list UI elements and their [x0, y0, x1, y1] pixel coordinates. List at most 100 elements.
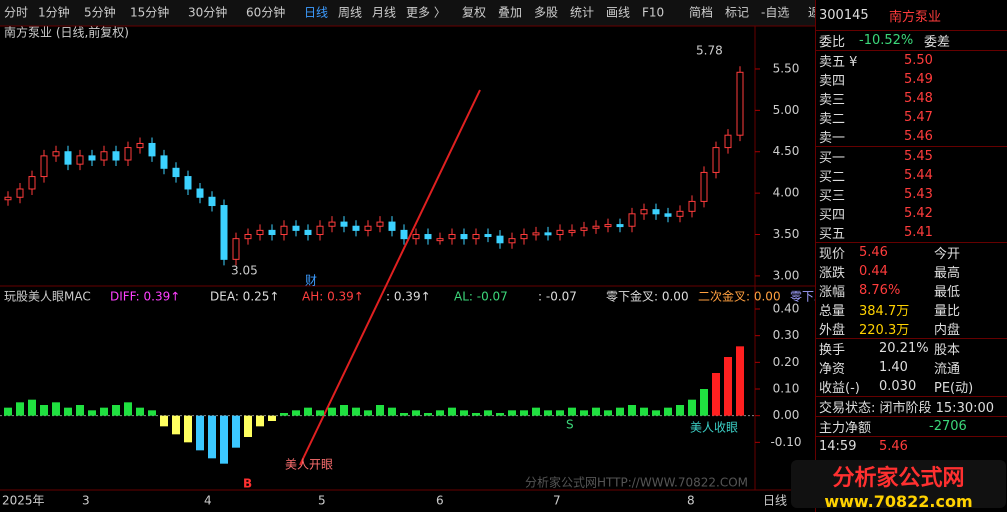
y-tick-label: -0.10 [770, 435, 801, 449]
toolbar-button[interactable]: 画线 [606, 6, 630, 20]
field: 买三 [819, 189, 846, 204]
field: 最低 [934, 285, 961, 300]
indicator-legend: DEA: 0.25↑ [210, 290, 279, 304]
candle [172, 167, 180, 178]
histogram-bar [412, 410, 420, 416]
field: 卖一 [819, 131, 846, 146]
quote-row: 买一 5.45 [816, 146, 1007, 166]
field: 5.48 [904, 91, 933, 106]
histogram-bar [328, 407, 336, 416]
candle [136, 142, 144, 149]
toolbar-button[interactable]: -自选 [761, 6, 789, 20]
y-tick-label: 0.30 [773, 328, 800, 342]
toolbar-button[interactable]: 叠加 [498, 6, 522, 20]
field: 买五 [819, 227, 846, 242]
quote-row: 主力净额 -2706 [816, 416, 1007, 436]
histogram-bar [484, 410, 492, 416]
quote-row: 买二 5.44 [816, 166, 1007, 185]
quote-row: 总量 384.7万 量比 [816, 300, 1007, 319]
quote-row: 外盘 220.3万 内盘 [816, 319, 1007, 338]
histogram-bar [388, 407, 396, 416]
field: 卖二 [819, 112, 846, 127]
toolbar-button[interactable]: 周线 [338, 6, 362, 20]
toolbar-button[interactable]: 月线 [372, 6, 396, 20]
annotation: 美人收眼 [690, 421, 738, 435]
histogram-bar [160, 415, 168, 427]
x-tick-label: 7 [553, 494, 561, 508]
candle [184, 176, 192, 190]
field: -10.52% [859, 33, 914, 48]
field: 5.47 [904, 110, 933, 125]
toolbar-button[interactable]: 复权 [462, 6, 486, 20]
histogram-bar [544, 410, 552, 416]
candle [616, 224, 624, 228]
candle [472, 234, 480, 240]
toolbar-button[interactable]: 5分钟 [84, 5, 116, 20]
y-tick-label: 0.20 [773, 355, 800, 369]
toolbar-button[interactable]: 1分钟 [38, 5, 70, 20]
toolbar-button[interactable]: 标记 [725, 6, 749, 20]
quote-row: 买四 5.42 [816, 204, 1007, 223]
field: 净资 [819, 362, 846, 377]
toolbar-button[interactable]: 多股 [534, 6, 558, 20]
toolbar-button[interactable]: 分时 [4, 6, 28, 20]
quote-row: 卖四 5.49 [816, 70, 1007, 89]
annotation: S [566, 418, 574, 432]
event-marker: 财 [305, 274, 317, 288]
candle [592, 225, 600, 229]
histogram-bar [256, 415, 264, 427]
histogram-bar [688, 399, 696, 416]
histogram-bar [736, 346, 744, 416]
toolbar [0, 0, 815, 26]
candle [352, 225, 360, 231]
candle [196, 188, 204, 198]
histogram-bar [88, 410, 96, 416]
candle [376, 221, 384, 227]
field: 5.45 [904, 149, 933, 164]
quote-row: 收益(-) 0.030 PE(动) [816, 377, 1007, 396]
toolbar-button[interactable]: 30分钟 [188, 5, 227, 20]
field: 量比 [934, 304, 961, 319]
toolbar-button[interactable]: 日线 [304, 6, 328, 20]
field: 卖四 [819, 74, 846, 89]
toolbar-button[interactable]: 统计 [570, 6, 594, 20]
candle [604, 224, 612, 228]
histogram-bar [52, 402, 60, 416]
histogram-bar [676, 405, 684, 416]
candle [724, 134, 732, 149]
toolbar-button[interactable]: 返回 [808, 6, 815, 20]
candle [712, 147, 720, 173]
toolbar-button[interactable]: 更多 〉 [406, 6, 446, 20]
logo-title: 分析家公式网 [832, 466, 965, 491]
histogram-bar [208, 415, 216, 459]
annotation: 美人开眼 [285, 458, 333, 472]
indicator-legend: : 0.39↑ [386, 290, 431, 304]
field: 20.21% [879, 341, 929, 356]
quote-row: 交易状态: 闭市阶段 15:30:00 [816, 396, 1007, 416]
candle [508, 238, 516, 244]
candle [520, 234, 528, 240]
field: 今开 [934, 247, 961, 262]
candle [544, 232, 552, 236]
toolbar-button[interactable]: F10 [642, 6, 664, 20]
field: 5.43 [904, 187, 933, 202]
toolbar-button[interactable]: 简档 [689, 6, 713, 20]
field: 流通 [934, 362, 961, 377]
candle [568, 229, 576, 233]
field: 股本 [934, 343, 961, 358]
candle [244, 234, 252, 240]
quote-row: 涨跌 0.44 最高 [816, 262, 1007, 281]
y-tick-label: 0.00 [773, 408, 800, 422]
toolbar-button[interactable]: 60分钟 [246, 5, 285, 20]
field: 内盘 [934, 323, 961, 338]
candle [28, 176, 36, 190]
histogram-bar [136, 407, 144, 416]
field: 委差 [924, 35, 951, 50]
field: 买一 [819, 151, 846, 166]
field: 8.76% [859, 283, 901, 298]
candle [4, 196, 12, 201]
histogram-bar [172, 415, 180, 435]
toolbar-button[interactable]: 15分钟 [130, 5, 169, 20]
field: 最高 [934, 266, 961, 281]
histogram-bar [520, 410, 528, 416]
